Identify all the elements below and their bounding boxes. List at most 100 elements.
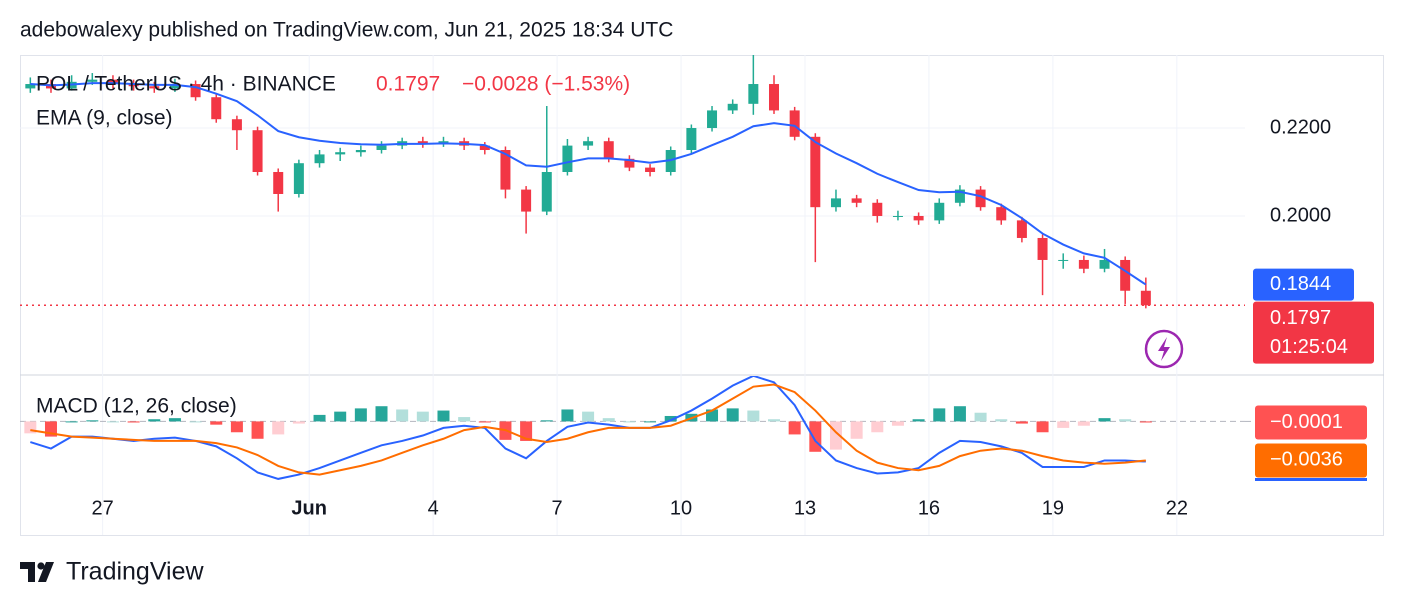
candle-body <box>603 141 614 159</box>
histogram-bar <box>561 409 574 422</box>
y-tick-label: 0.2000 <box>1270 204 1331 226</box>
histogram-bar <box>644 421 657 423</box>
candle-body <box>1016 220 1027 238</box>
histogram-bar <box>623 421 636 423</box>
x-tick-label: 7 <box>552 497 563 519</box>
candle-body <box>128 84 139 87</box>
histogram-bar <box>891 421 904 426</box>
countdown: 01:25:04 <box>1270 336 1348 358</box>
histogram-bar <box>582 411 595 422</box>
x-tick-label: 27 <box>92 497 114 519</box>
signal-tag <box>1255 443 1367 478</box>
candle-body <box>562 145 573 172</box>
histogram-bar <box>850 421 863 439</box>
macd-line <box>30 376 1146 480</box>
histogram-bar <box>148 419 161 422</box>
price-tag-label: 0.1797 <box>1270 307 1331 329</box>
histogram-bar <box>1119 419 1132 422</box>
x-tick-label: Jun <box>291 497 327 519</box>
histogram-bar <box>168 418 181 422</box>
candle-body <box>355 150 366 153</box>
histogram-bar <box>1077 421 1090 426</box>
histogram-label: −0.0001 <box>1270 411 1343 433</box>
histogram-bar <box>1057 421 1070 428</box>
candle-body <box>231 119 242 131</box>
ema-price-label: 0.1844 <box>1270 273 1331 295</box>
macd-title: MACD (12, 26, close) <box>36 395 237 418</box>
histogram-bar <box>995 419 1008 422</box>
candle-body <box>934 202 945 221</box>
histogram-bar <box>933 408 946 422</box>
candle-body <box>872 202 883 216</box>
histogram-bar <box>272 421 285 435</box>
histogram-bar <box>1015 421 1028 424</box>
candle-body <box>748 84 759 104</box>
candle-body <box>1140 290 1151 306</box>
candle-body <box>996 207 1007 221</box>
candle-body <box>789 110 800 137</box>
candle-body <box>273 171 284 194</box>
candle-body <box>500 150 511 190</box>
histogram-bar <box>768 419 781 422</box>
candle-body <box>727 103 738 111</box>
histogram-tag <box>1255 405 1367 440</box>
histogram-bar <box>726 408 739 422</box>
histogram-bar <box>809 421 822 452</box>
signal-line <box>30 383 1146 476</box>
candle-body <box>107 79 118 85</box>
candle-body <box>707 110 718 129</box>
histogram-bar <box>396 409 409 422</box>
histogram-bar <box>251 421 264 439</box>
histogram-bar <box>437 410 450 422</box>
macd-blue-tag <box>1255 478 1367 481</box>
histogram-bar <box>706 409 719 422</box>
histogram-bar <box>106 421 119 423</box>
y-tick-label: 0.2200 <box>1270 116 1331 138</box>
histogram-bar <box>375 406 388 422</box>
candle-body <box>1078 259 1089 269</box>
symbol: POL / TetherUS · 4h · BINANCE <box>36 73 336 96</box>
histogram-bar <box>416 411 429 422</box>
x-tick-label: 22 <box>1166 497 1188 519</box>
histogram-bar <box>747 410 760 422</box>
candle-body <box>1037 237 1048 260</box>
candle-body <box>335 152 346 155</box>
histogram-bar <box>354 408 367 422</box>
price-tag <box>1253 301 1374 364</box>
candle-body <box>975 189 986 208</box>
histogram-bar <box>974 412 987 422</box>
candle-body <box>211 97 222 120</box>
histogram-bar <box>602 418 615 422</box>
candle-body <box>541 171 552 212</box>
candle-body <box>583 141 594 146</box>
histogram-bar <box>1036 421 1049 433</box>
candle-body <box>417 141 428 144</box>
ema-line <box>30 82 1147 286</box>
candle-body <box>293 163 304 194</box>
candle-body <box>87 79 98 82</box>
candle-body <box>1120 259 1131 291</box>
candle-body <box>149 86 160 89</box>
candle-body <box>252 130 263 172</box>
ema-price-tag <box>1253 268 1354 301</box>
candle-body <box>892 215 903 217</box>
histogram-bar <box>520 421 533 441</box>
candle-body <box>954 189 965 203</box>
candle-body <box>851 198 862 203</box>
ema-title: EMA (9, close) <box>36 107 173 130</box>
logo-dot <box>37 562 45 570</box>
histogram-bar <box>540 420 553 422</box>
histogram-bar <box>788 421 801 435</box>
histogram-bar <box>292 421 305 424</box>
histogram-bar <box>912 419 925 422</box>
candle-body <box>25 84 36 89</box>
histogram-bar <box>24 421 37 434</box>
candle-body <box>479 145 490 151</box>
candle-body <box>769 84 780 111</box>
candle-body <box>376 145 387 151</box>
x-tick-label: 4 <box>428 497 439 519</box>
x-tick-label: 19 <box>1042 497 1064 519</box>
frame <box>20 55 1384 536</box>
histogram-bar <box>334 411 347 422</box>
